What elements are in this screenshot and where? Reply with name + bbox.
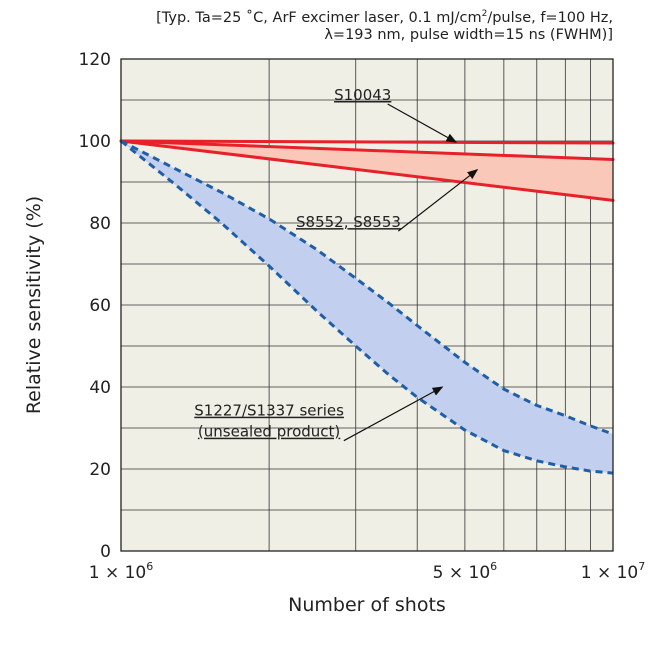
x-tick-label: 5 × 106: [433, 560, 498, 583]
y-tick-label: 60: [89, 296, 111, 316]
plot-frame: [120, 58, 614, 552]
annotation-arrow: [397, 169, 479, 232]
y-tick-label: 20: [89, 460, 111, 480]
series-line-2: [119, 139, 615, 202]
series-line-0: [119, 139, 615, 145]
y-tick-label: 120: [79, 50, 111, 70]
band-1: [121, 141, 613, 474]
y-axis-title: Relative sensitivity (%): [23, 196, 45, 414]
test-conditions-line-2: λ=193 nm, pulse width=15 ns (FWHM)]: [324, 27, 613, 43]
annotation-label: S10043: [334, 86, 391, 104]
series-line-3: [120, 139, 614, 436]
annotation-label-2: (unsealed product): [198, 423, 340, 441]
series-line-4: [120, 139, 614, 475]
x-tick-label: 1 × 106: [89, 560, 154, 583]
annotation-arrow: [387, 103, 458, 143]
y-tick-label: 0: [100, 542, 111, 562]
series-line-1: [119, 139, 615, 161]
y-tick-label: 40: [89, 378, 111, 398]
annotation-label: S8552, S8553: [296, 213, 401, 231]
annotation-1: S8552, S8553: [296, 169, 479, 232]
x-tick-label: 1 × 107: [581, 560, 646, 583]
y-tick-label: 100: [79, 132, 111, 152]
x-axis-title: Number of shots: [288, 594, 446, 616]
annotation-0: S10043: [334, 86, 458, 143]
annotation-label: S1227/S1337 series: [194, 402, 344, 420]
annotation-2: S1227/S1337 series (unsealed product): [194, 386, 444, 442]
annotation-arrow: [343, 386, 444, 442]
y-tick-label: 80: [89, 214, 111, 234]
test-conditions-line-1: [Typ. Ta=25 ˚C, ArF excimer laser, 0.1 m…: [156, 9, 613, 26]
